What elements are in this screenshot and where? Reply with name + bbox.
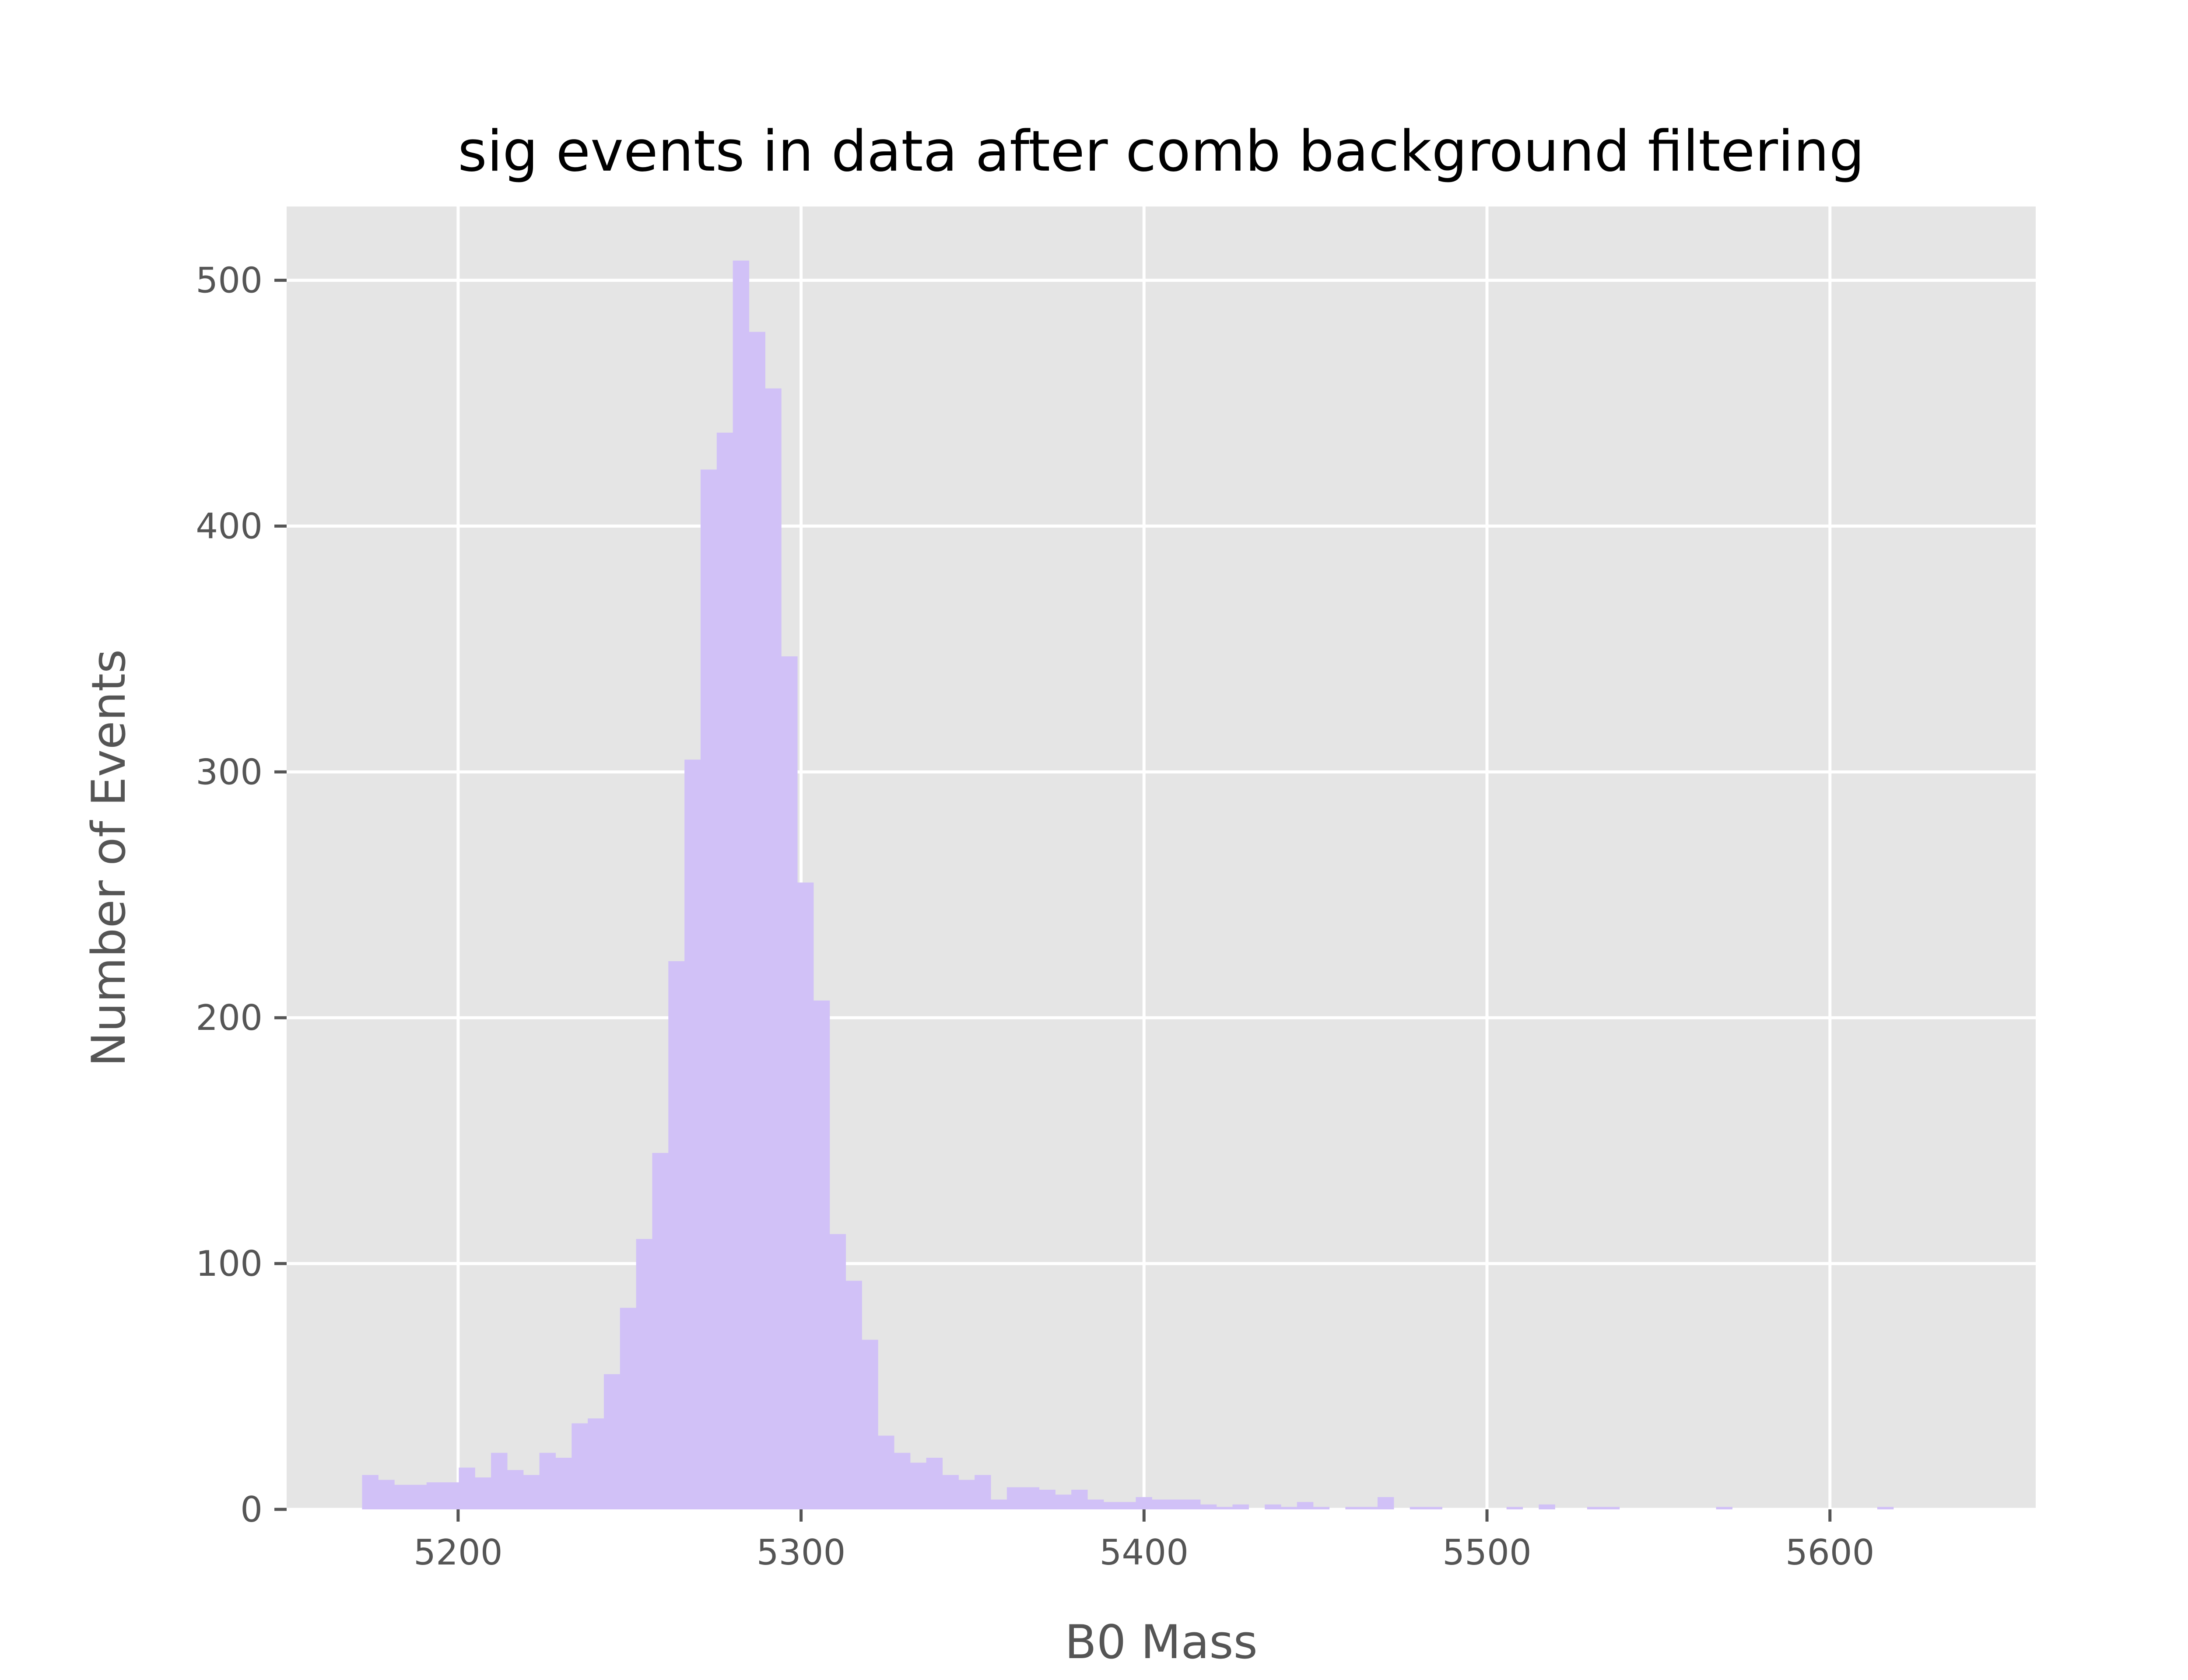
- histogram-bar: [426, 1482, 443, 1509]
- y-axis-ticks: 0 100 200 300 400 500: [196, 260, 287, 1530]
- y-tick-label: 400: [196, 506, 263, 546]
- histogram-bar: [555, 1458, 572, 1509]
- x-tick-label: 5300: [757, 1532, 846, 1573]
- histogram-bar: [1265, 1504, 1281, 1509]
- histogram-bar: [588, 1418, 604, 1509]
- histogram-bar: [781, 656, 798, 1509]
- histogram-bar: [1006, 1487, 1024, 1509]
- histogram-bar: [1071, 1490, 1088, 1509]
- histogram-bar: [975, 1475, 991, 1509]
- histogram-bar: [572, 1423, 588, 1509]
- histogram-bar: [1716, 1507, 1733, 1509]
- histogram-bar: [459, 1467, 475, 1509]
- histogram-bar: [652, 1153, 669, 1509]
- histogram-bar: [1506, 1507, 1523, 1509]
- histogram-bar: [442, 1482, 459, 1509]
- x-axis-label: B0 Mass: [1065, 1615, 1258, 1669]
- histogram-bar: [1039, 1490, 1055, 1509]
- histogram-bar: [1136, 1497, 1152, 1509]
- histogram-bar: [1877, 1507, 1894, 1509]
- histogram-bar: [394, 1484, 411, 1509]
- histogram-bar: [1345, 1507, 1362, 1509]
- histogram-bar: [1023, 1487, 1040, 1509]
- histogram-bar: [507, 1470, 524, 1509]
- histogram-bar: [1087, 1499, 1104, 1509]
- y-tick-label: 100: [196, 1243, 263, 1284]
- histogram-bar: [1103, 1502, 1120, 1509]
- x-tick-label: 5500: [1442, 1532, 1532, 1573]
- histogram-bar: [990, 1499, 1007, 1509]
- histogram-bar: [1378, 1497, 1394, 1509]
- histogram-bar: [1410, 1507, 1427, 1509]
- histogram-bar: [668, 961, 685, 1509]
- histogram-bar: [1232, 1504, 1249, 1509]
- histogram-bar: [1539, 1504, 1555, 1509]
- histogram-bar: [539, 1452, 556, 1509]
- histogram-bar: [636, 1239, 653, 1509]
- x-tick-label: 5600: [1785, 1532, 1875, 1573]
- histogram-bar: [1587, 1507, 1604, 1509]
- histogram-bar: [523, 1475, 540, 1509]
- histogram-bar: [684, 760, 701, 1509]
- histogram-bar: [475, 1477, 491, 1509]
- histogram-bar: [813, 1000, 830, 1509]
- histogram-bar: [603, 1374, 621, 1509]
- histogram-bar: [829, 1234, 846, 1509]
- y-tick-label: 500: [196, 260, 263, 301]
- x-axis-ticks: 5200 5300 5400 5500 5600: [414, 1509, 1875, 1573]
- histogram-bar: [862, 1340, 878, 1509]
- histogram-bar: [1361, 1507, 1378, 1509]
- histogram-bar: [700, 469, 717, 1510]
- histogram-bar: [765, 388, 782, 1510]
- histogram-bar: [1281, 1507, 1297, 1509]
- histogram-bar: [958, 1480, 975, 1509]
- histogram-bar: [733, 260, 750, 1509]
- histogram-bar: [1152, 1499, 1168, 1509]
- histogram-bar: [878, 1435, 894, 1509]
- histogram-bar: [491, 1452, 508, 1509]
- chart-title: sig events in data after comb background…: [458, 119, 1865, 184]
- histogram-bar: [1200, 1504, 1217, 1509]
- y-tick-label: 300: [196, 752, 263, 792]
- x-tick-label: 5200: [414, 1532, 503, 1573]
- histogram-bar: [716, 432, 733, 1510]
- x-tick-label: 5400: [1100, 1532, 1189, 1573]
- histogram-bar: [926, 1458, 943, 1509]
- histogram-bar: [845, 1281, 862, 1509]
- plot-area: [287, 206, 2036, 1509]
- y-axis-label: Number of Events: [82, 649, 136, 1067]
- histogram-bar: [378, 1480, 395, 1509]
- histogram-bar: [1055, 1494, 1072, 1509]
- histogram-bar: [749, 332, 765, 1509]
- histogram-bar: [1168, 1499, 1185, 1509]
- histogram-bar: [1119, 1502, 1136, 1509]
- histogram-bar: [1426, 1507, 1442, 1509]
- histogram-bar: [1297, 1502, 1314, 1509]
- histogram-bar: [910, 1463, 927, 1509]
- y-tick-label: 0: [240, 1489, 263, 1530]
- histogram-bar: [797, 882, 814, 1509]
- histogram-bar: [1184, 1499, 1201, 1509]
- grid-lines: [287, 206, 2036, 1511]
- histogram-bar: [1603, 1507, 1620, 1509]
- histogram-bar: [1216, 1507, 1233, 1509]
- histogram-bars: [362, 260, 1894, 1510]
- histogram-bar: [410, 1484, 427, 1509]
- histogram-bar: [894, 1452, 911, 1509]
- histogram-bar: [620, 1308, 637, 1509]
- histogram-bar: [362, 1475, 379, 1509]
- y-tick-label: 200: [196, 998, 263, 1038]
- histogram-bar: [942, 1475, 959, 1509]
- histogram-bar: [1313, 1507, 1330, 1509]
